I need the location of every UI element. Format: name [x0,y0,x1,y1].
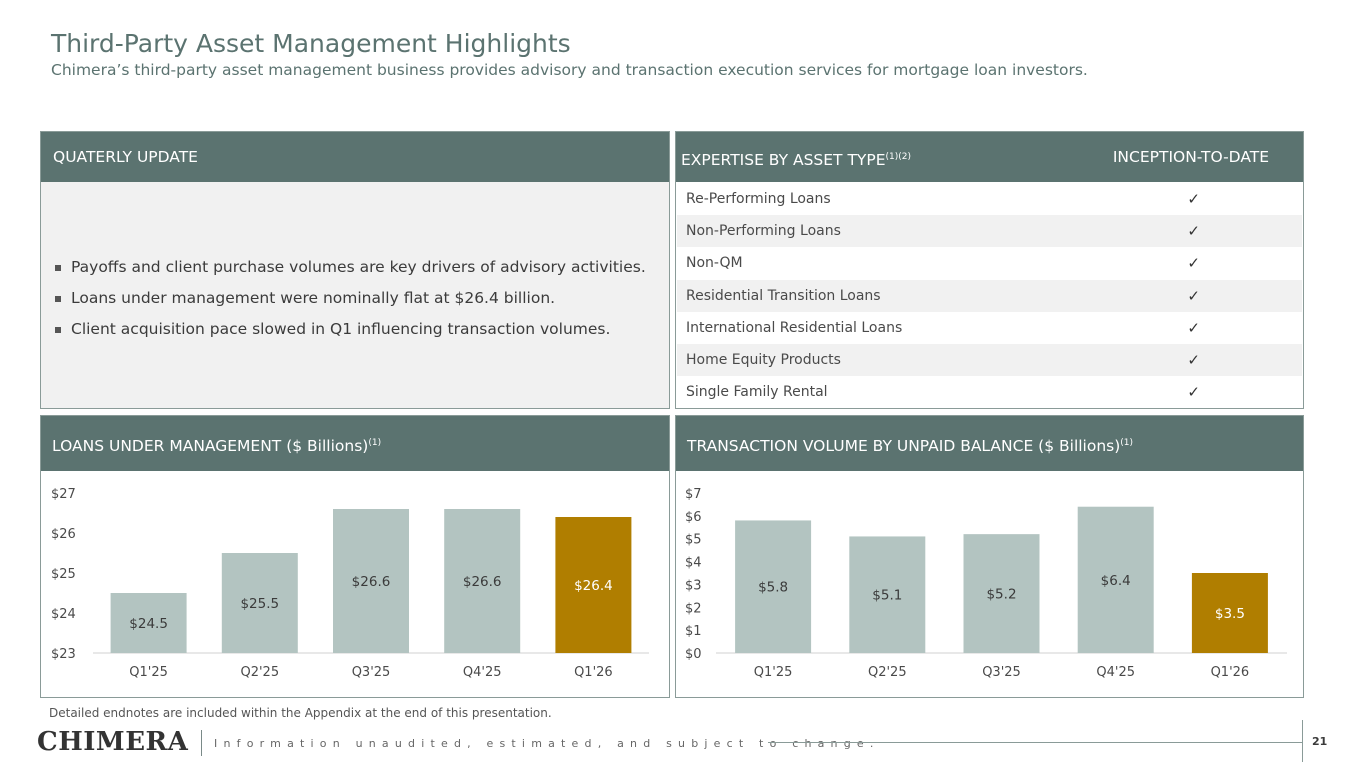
volume-bar-chart: $0 $1 $2 $3 $4 $5 $6 $7 $5.8 Q1'25 $5.1 Q2'25 $5.2 Q3… [685,487,1287,680]
bar [444,509,521,653]
expertise-row: Non-Performing Loans ✓ [677,215,1302,248]
data-label: $25.5 [240,596,279,612]
page-number: 21 [1312,735,1328,748]
y-tick-label: $25 [51,567,76,582]
chimera-logo: CHIMERA [37,727,189,757]
bullet-item: Client acquisition pace slowed in Q1 inf… [53,314,646,345]
quarterly-update-bullets: Payoffs and client purchase volumes are … [53,252,646,345]
x-tick-label: Q3'25 [982,665,1021,680]
page-subtitle: Chimera’s third-party asset management b… [51,61,1088,79]
volume-chart-heading: TRANSACTION VOLUME BY UNPAID BALANCE ($ … [676,416,1303,471]
expertise-row: International Residential Loans ✓ [677,312,1302,344]
page-title: Third-Party Asset Management Highlights [51,29,571,58]
bar [221,553,298,653]
bar [1191,573,1268,653]
quarterly-update-heading: QUATERLY UPDATE [41,132,669,182]
x-tick-label: Q2'25 [868,665,907,680]
check-icon: ✓ [1187,254,1200,273]
bar [110,593,187,653]
bar [849,536,926,653]
bar [963,534,1040,653]
expertise-row: Home Equity Products ✓ [677,344,1302,376]
asset-type-label: Single Family Rental [686,384,828,401]
x-tick-label: Q1'25 [129,665,168,680]
y-tick-label: $0 [685,647,702,662]
bullet-item: Payoffs and client purchase volumes are … [53,252,646,283]
asset-type-label: Home Equity Products [686,352,841,368]
y-tick-label: $26 [51,527,76,542]
asset-type-label: Non-QM [686,255,743,272]
y-tick-label: $5 [685,533,702,548]
disclaimer: Information unaudited, estimated, and su… [214,737,880,750]
expertise-heading: EXPERTISE BY ASSET TYPE(1)(2) [681,151,912,170]
loans-under-management-panel: LOANS UNDER MANAGEMENT ($ Billions)(1) $… [40,415,670,698]
asset-type-label: International Residential Loans [686,319,903,336]
y-tick-label: $4 [685,556,702,571]
bar [555,517,632,653]
data-label: $26.6 [352,574,391,590]
asset-type-label: Residential Transition Loans [686,287,881,304]
y-tick-label: $6 [685,510,702,525]
expertise-row: Residential Transition Loans ✓ [677,279,1302,312]
transaction-volume-panel: TRANSACTION VOLUME BY UNPAID BALANCE ($ … [675,415,1304,698]
data-label: $26.4 [574,578,613,594]
data-label: $26.6 [463,574,502,590]
bar [333,509,409,653]
check-icon: ✓ [1187,383,1200,402]
x-tick-label: Q4'25 [1096,665,1135,680]
footer-rule [768,742,1302,743]
expertise-row: Re-Performing Loans ✓ [677,183,1302,215]
data-label: $24.5 [129,616,168,632]
footnote: Detailed endnotes are included within th… [49,706,552,720]
check-icon: ✓ [1187,222,1200,241]
y-tick-label: $3 [685,578,702,593]
data-label: $5.1 [872,588,902,604]
data-label: $3.5 [1215,606,1245,622]
check-icon: ✓ [1187,286,1200,305]
asset-type-label: Non-Performing Loans [686,223,841,240]
x-tick-label: Q3'25 [352,665,391,680]
asset-type-label: Re-Performing Loans [686,191,831,207]
bar [735,520,812,653]
data-label: $6.4 [1101,573,1131,589]
x-tick-label: Q1'26 [574,665,613,680]
y-tick-label: $2 [685,601,702,616]
x-tick-label: Q2'25 [240,665,279,680]
data-label: $5.8 [758,580,788,596]
footer-divider [201,730,202,756]
expertise-row: Single Family Rental ✓ [677,376,1302,408]
quarterly-update-panel: QUATERLY UPDATE Payoffs and client purch… [40,131,670,409]
x-tick-label: Q1'25 [754,665,793,680]
inception-to-date-heading: INCEPTION-TO-DATE [1112,148,1269,166]
expertise-panel: EXPERTISE BY ASSET TYPE(1)(2) INCEPTION-… [675,131,1304,409]
footer-tick [1302,720,1303,762]
y-tick-label: $27 [51,487,76,502]
y-tick-label: $24 [51,607,76,622]
expertise-row: Non-QM ✓ [677,247,1302,279]
x-tick-label: Q1'26 [1211,665,1250,680]
y-tick-label: $23 [51,647,76,662]
data-label: $5.2 [986,587,1016,603]
check-icon: ✓ [1187,351,1200,369]
check-icon: ✓ [1187,190,1200,208]
y-tick-label: $7 [685,487,702,502]
loans-chart-heading: LOANS UNDER MANAGEMENT ($ Billions)(1) [41,416,669,471]
check-icon: ✓ [1187,318,1200,337]
bar [1077,506,1154,653]
bullet-item: Loans under management were nominally fl… [53,283,646,314]
expertise-heading-bar: EXPERTISE BY ASSET TYPE(1)(2) INCEPTION-… [676,132,1303,182]
loans-bar-chart: $23 $24 $25 $26 $27 $24.5 Q1'25 $25.5 Q2'25 $26.6… [51,487,649,680]
x-tick-label: Q4'25 [463,665,502,680]
y-tick-label: $1 [685,624,702,639]
